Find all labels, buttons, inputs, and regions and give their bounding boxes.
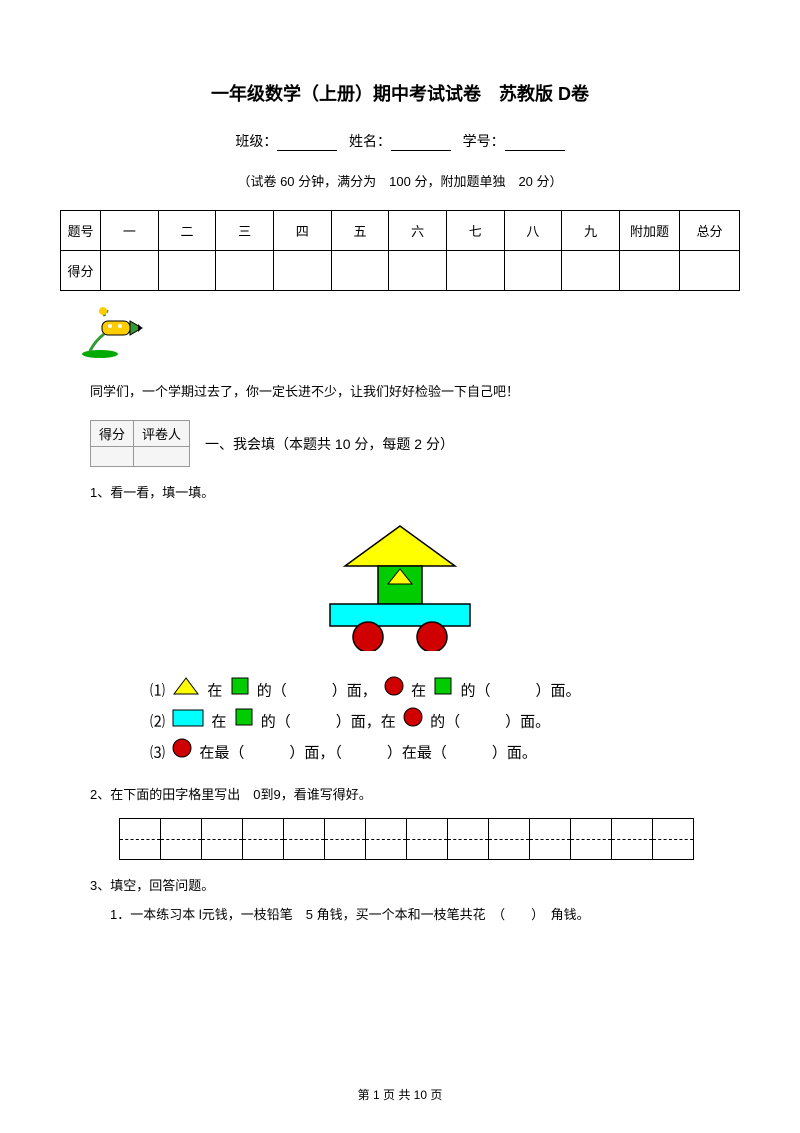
name-label: 姓名： (349, 133, 391, 149)
label: ⑵ (150, 713, 165, 730)
intro-text: 同学们，一个学期过去了，你一定长进不少，让我们好好检验一下自己吧！ (90, 381, 740, 400)
table-cell[interactable] (273, 251, 331, 291)
score-box-h2: 评卷人 (134, 421, 190, 447)
score-box-cell[interactable] (134, 447, 190, 467)
table-cell[interactable] (680, 251, 740, 291)
text: 的（ ）面。 (460, 682, 580, 699)
label: ⑶ (150, 744, 165, 761)
tian-cell[interactable] (406, 818, 448, 860)
circle-icon (172, 738, 192, 769)
table-cell: 二 (158, 211, 216, 251)
tian-cell[interactable] (611, 818, 653, 860)
question-2: 2、在下面的田字格里写出 0到9，看谁写得好。 (90, 784, 740, 803)
table-cell: 六 (389, 211, 447, 251)
table-cell[interactable] (101, 251, 159, 291)
tian-cell[interactable] (324, 818, 366, 860)
name-blank[interactable] (391, 135, 451, 151)
table-cell[interactable] (620, 251, 680, 291)
tian-cell[interactable] (488, 818, 530, 860)
pos-line-3: ⑶ 在最（ ）面，（ ）在最（ ）面。 (150, 738, 740, 769)
square-icon (433, 676, 453, 707)
table-cell[interactable] (216, 251, 274, 291)
table-cell: 五 (331, 211, 389, 251)
tian-cell[interactable] (447, 818, 489, 860)
text: 在最（ ）面，（ ）在最（ ）面。 (199, 744, 537, 761)
pencil-icon (80, 306, 740, 366)
table-cell[interactable] (158, 251, 216, 291)
exam-info: （试卷 60 分钟，满分为 100 分，附加题单独 20 分） (60, 171, 740, 190)
score-box: 得分 评卷人 (90, 420, 190, 467)
tian-cell[interactable] (529, 818, 571, 860)
rect-icon (172, 708, 204, 738)
square-icon (234, 707, 254, 738)
text: 在 (211, 713, 226, 730)
table-cell: 七 (446, 211, 504, 251)
tian-cell[interactable] (201, 818, 243, 860)
tian-cell[interactable] (652, 818, 694, 860)
tian-cell[interactable] (242, 818, 284, 860)
table-cell: 一 (101, 211, 159, 251)
text: 的（ ）面， (257, 682, 377, 699)
question-1: 1、看一看，填一填。 (90, 482, 740, 501)
id-label: 学号： (463, 133, 505, 149)
triangle-icon (172, 676, 200, 707)
table-cell[interactable] (331, 251, 389, 291)
text: 在 (207, 682, 222, 699)
car-diagram (300, 521, 500, 656)
tian-cell[interactable] (570, 818, 612, 860)
class-blank[interactable] (277, 135, 337, 151)
score-box-h1: 得分 (91, 421, 134, 447)
page-footer: 第 1 页 共 10 页 (0, 1086, 800, 1103)
tian-cell[interactable] (365, 818, 407, 860)
score-table: 题号 一 二 三 四 五 六 七 八 九 附加题 总分 得分 (60, 210, 740, 291)
table-cell[interactable] (389, 251, 447, 291)
page-title: 一年级数学（上册）期中考试试卷 苏教版 D卷 (60, 80, 740, 106)
tian-cell[interactable] (160, 818, 202, 860)
position-questions: ⑴ 在 的（ ）面， 在 的（ ）面。 ⑵ 在 的（ ）面，在 的（ ）面。 ⑶… (150, 676, 740, 769)
tian-cell[interactable] (283, 818, 325, 860)
question-3: 3、填空，回答问题。 (90, 875, 740, 894)
class-label: 班级： (235, 133, 277, 149)
pos-line-1: ⑴ 在 的（ ）面， 在 的（ ）面。 (150, 676, 740, 707)
text: 的（ ）面。 (430, 713, 550, 730)
text: 在 (411, 682, 426, 699)
circle-icon (384, 676, 404, 707)
section-title: 一、我会填（本题共 10 分，每题 2 分） (205, 434, 454, 454)
table-cell: 三 (216, 211, 274, 251)
table-cell: 九 (562, 211, 620, 251)
table-row: 得分 (61, 251, 740, 291)
question-3-1: 1．一本练习本 l元钱，一枝铅笔 5 角钱，买一个本和一枝笔共花 （ ） 角钱。 (110, 904, 740, 923)
circle-icon (403, 707, 423, 738)
table-cell: 总分 (680, 211, 740, 251)
id-blank[interactable] (505, 135, 565, 151)
label: ⑴ (150, 682, 165, 699)
tian-grid[interactable] (120, 818, 740, 860)
table-cell[interactable] (446, 251, 504, 291)
tian-cell[interactable] (119, 818, 161, 860)
text: 的（ ）面，在 (261, 713, 396, 730)
table-cell[interactable] (562, 251, 620, 291)
table-cell: 附加题 (620, 211, 680, 251)
table-cell: 四 (273, 211, 331, 251)
square-icon (230, 676, 250, 707)
pos-line-2: ⑵ 在 的（ ）面，在 的（ ）面。 (150, 707, 740, 738)
score-box-cell[interactable] (91, 447, 134, 467)
row-label: 得分 (61, 251, 101, 291)
table-row: 题号 一 二 三 四 五 六 七 八 九 附加题 总分 (61, 211, 740, 251)
row-label: 题号 (61, 211, 101, 251)
table-cell: 八 (504, 211, 562, 251)
student-info: 班级： 姓名： 学号： (60, 131, 740, 151)
table-cell[interactable] (504, 251, 562, 291)
